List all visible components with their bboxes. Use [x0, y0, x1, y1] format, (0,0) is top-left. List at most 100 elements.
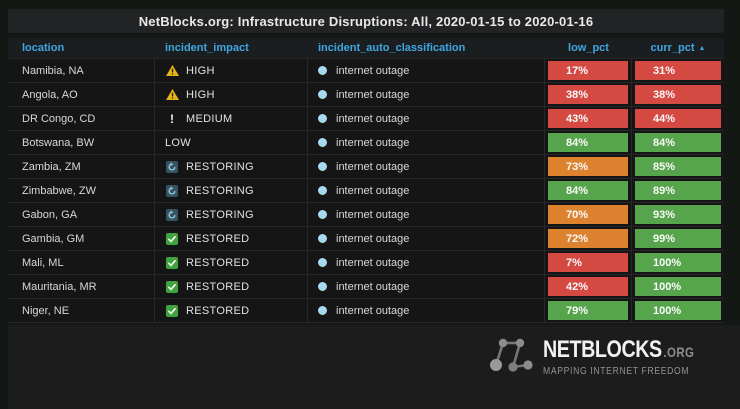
cell-curr-pct-value: 38% — [635, 85, 721, 104]
table-row: Zambia, ZM RESTORING internet outage 73% 85% — [8, 154, 724, 178]
column-header-location[interactable]: location — [22, 42, 65, 54]
outage-dot-icon — [318, 186, 327, 195]
cell-curr-pct: 84% — [632, 131, 724, 154]
cell-incident-impact: ! MEDIUM — [155, 107, 308, 130]
exclamation-icon: ! — [170, 111, 174, 126]
cell-incident-auto-classification: internet outage — [308, 83, 545, 106]
panel-title: NetBlocks.org: Infrastructure Disruption… — [8, 9, 724, 33]
table-row: Namibia, NA HIGH internet outage 17% 31% — [8, 58, 724, 82]
cell-curr-pct-value: 93% — [635, 205, 721, 224]
cell-incident-impact: RESTORED — [155, 227, 308, 250]
cell-incident-auto-classification: internet outage — [308, 179, 545, 202]
column-header-incident-impact[interactable]: incident_impact — [165, 42, 249, 54]
table-row: Botswana, BW LOW internet outage 84% 84% — [8, 130, 724, 154]
outage-dot-icon — [318, 282, 327, 291]
cell-location: Zambia, ZM — [8, 155, 155, 178]
cell-incident-impact: RESTORED — [155, 299, 308, 322]
column-header-low-pct[interactable]: low_pct — [568, 42, 609, 54]
sort-ascending-icon: ▲ — [698, 44, 706, 52]
cell-low-pct-value: 73% — [548, 157, 628, 176]
cell-low-pct: 84% — [545, 179, 632, 202]
outage-dot-icon — [318, 66, 327, 75]
cell-curr-pct-value: 44% — [635, 109, 721, 128]
outage-dot-icon — [318, 306, 327, 315]
cell-incident-auto-classification: internet outage — [308, 107, 545, 130]
restoring-sync-icon — [165, 160, 179, 173]
cell-incident-impact: RESTORING — [155, 179, 308, 202]
footer: NETBLOCKS .ORG MAPPING INTERNET FREEDOM — [8, 325, 740, 409]
outage-dot-icon — [318, 258, 327, 267]
column-header-incident-auto-classification[interactable]: incident_auto_classification — [318, 42, 466, 54]
cell-location: Gabon, GA — [8, 203, 155, 226]
cell-curr-pct-value: 85% — [635, 157, 721, 176]
cell-low-pct: 42% — [545, 275, 632, 298]
impact-label: HIGH — [186, 88, 215, 101]
brand-tagline: MAPPING INTERNET FREEDOM — [543, 365, 690, 377]
impact-label: RESTORED — [186, 304, 250, 317]
cell-low-pct-value: 7% — [548, 253, 628, 272]
restored-check-icon — [165, 280, 179, 293]
table-row: Gambia, GM RESTORED internet outage 72% 99% — [8, 226, 724, 250]
cell-incident-impact: RESTORING — [155, 155, 308, 178]
cell-location: Niger, NE — [8, 299, 155, 322]
restoring-sync-icon — [165, 208, 179, 221]
classification-label: internet outage — [336, 232, 410, 245]
cell-location: Namibia, NA — [8, 59, 155, 82]
warning-triangle-icon — [165, 89, 179, 100]
cell-low-pct-value: 43% — [548, 109, 628, 128]
cell-curr-pct: 93% — [632, 203, 724, 226]
restored-check-icon — [165, 256, 179, 269]
cell-low-pct-value: 79% — [548, 301, 628, 320]
outage-dot-icon — [318, 90, 327, 99]
impact-label: RESTORED — [186, 256, 250, 269]
cell-incident-auto-classification: internet outage — [308, 203, 545, 226]
cell-location: Mauritania, MR — [8, 275, 155, 298]
impact-label: HIGH — [186, 64, 215, 77]
netblocks-wordmark: NETBLOCKS .ORG MAPPING INTERNET FREEDOM — [543, 336, 695, 378]
brand-suffix: .ORG — [663, 344, 695, 360]
cell-incident-auto-classification: internet outage — [308, 155, 545, 178]
cell-low-pct: 38% — [545, 83, 632, 106]
outage-dot-icon — [318, 234, 327, 243]
classification-label: internet outage — [336, 304, 410, 317]
cell-location: Mali, ML — [8, 251, 155, 274]
cell-incident-auto-classification: internet outage — [308, 227, 545, 250]
cell-curr-pct: 100% — [632, 299, 724, 322]
table-row: DR Congo, CD! MEDIUM internet outage 43% 44% — [8, 106, 724, 130]
table-row: Angola, AO HIGH internet outage 38% 38% — [8, 82, 724, 106]
table-row: Niger, NE RESTORED internet outage 79% 100% — [8, 298, 724, 322]
dashboard-panel: NetBlocks.org: Infrastructure Disruption… — [8, 9, 724, 323]
cell-curr-pct: 99% — [632, 227, 724, 250]
table-row: Zimbabwe, ZW RESTORING internet outage 84% 8… — [8, 178, 724, 202]
cell-low-pct-value: 70% — [548, 205, 628, 224]
cell-curr-pct: 44% — [632, 107, 724, 130]
column-header-curr-pct-label: curr_pct — [650, 42, 695, 54]
cell-curr-pct-value: 89% — [635, 181, 721, 200]
cell-curr-pct: 100% — [632, 275, 724, 298]
cell-incident-impact: RESTORED — [155, 251, 308, 274]
cell-low-pct-value: 38% — [548, 85, 628, 104]
cell-incident-impact: RESTORED — [155, 275, 308, 298]
cell-incident-auto-classification: internet outage — [308, 59, 545, 82]
table-row: Gabon, GA RESTORING internet outage 70% 93% — [8, 202, 724, 226]
cell-incident-impact: RESTORING — [155, 203, 308, 226]
classification-label: internet outage — [336, 208, 410, 221]
cell-curr-pct-value: 100% — [635, 277, 721, 296]
cell-incident-auto-classification: internet outage — [308, 275, 545, 298]
warning-triangle-icon — [165, 65, 179, 76]
cell-incident-auto-classification: internet outage — [308, 299, 545, 322]
cell-location: Botswana, BW — [8, 131, 155, 154]
brand-name: NETBLOCKS — [543, 336, 663, 363]
cell-incident-auto-classification: internet outage — [308, 131, 545, 154]
cell-incident-impact: LOW — [155, 131, 308, 154]
cell-low-pct: 72% — [545, 227, 632, 250]
outage-dot-icon — [318, 210, 327, 219]
cell-location: Angola, AO — [8, 83, 155, 106]
cell-curr-pct: 38% — [632, 83, 724, 106]
impact-label: RESTORED — [186, 280, 250, 293]
cell-incident-impact: HIGH — [155, 83, 308, 106]
cell-curr-pct: 89% — [632, 179, 724, 202]
cell-curr-pct-value: 100% — [635, 301, 721, 320]
table-row: Mauritania, MR RESTORED internet outage 42%… — [8, 274, 724, 298]
column-header-curr-pct[interactable]: curr_pct ▲ — [632, 38, 724, 58]
